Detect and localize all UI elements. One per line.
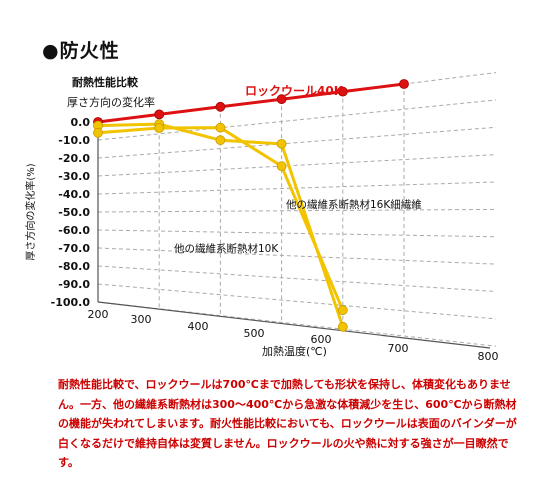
caption-text: 耐熱性能比較で、ロックウールは700℃まで加熱しても形状を保持し、体積変化もあり…	[58, 378, 517, 469]
data-point	[276, 161, 287, 172]
y-tick-label: -10.0	[58, 134, 90, 147]
grid-line-y	[97, 247, 497, 265]
y-tick-label: -40.0	[58, 188, 90, 201]
series-label: 他の繊維系断熱材16K細繊維	[286, 198, 422, 211]
y-tick-label: 0.0	[71, 116, 91, 129]
x-tick-label: 700	[388, 342, 409, 355]
labels: 0.0 -10.0 -20.0 -30.0 -40.0 -50.0 -60.0 -70.0 -8…	[24, 75, 499, 363]
grid-line-y	[97, 283, 497, 320]
data-point	[154, 109, 165, 120]
y-axis-label: 厚さ方向の変化率(%)	[24, 163, 37, 260]
y-tick-label: -90.0	[58, 278, 90, 291]
x-tick-label: 400	[188, 320, 209, 333]
series-line	[97, 82, 405, 124]
grid-line-y	[97, 208, 497, 213]
chart-title: 耐熱性能比較	[72, 75, 139, 89]
data-point	[154, 123, 165, 133]
data-point	[215, 101, 226, 112]
x-tick-label: 500	[244, 327, 265, 340]
data-point	[337, 305, 348, 316]
y-tick-label: -100.0	[51, 296, 91, 309]
data-point	[337, 86, 348, 97]
series-label: ロックウール40K	[245, 84, 344, 98]
grid-line-y	[97, 229, 497, 238]
series-layer	[93, 79, 409, 332]
data-point	[276, 138, 287, 149]
x-axis-label: 加熱温度(℃)	[262, 344, 327, 358]
x-axis-line	[97, 301, 491, 349]
grid-line-y	[97, 265, 497, 292]
axes	[97, 120, 491, 349]
y-tick-label: -80.0	[58, 260, 90, 273]
heat-resistance-chart: 0.0 -10.0 -20.0 -30.0 -40.0 -50.0 -60.0 -70.0 -8…	[24, 72, 499, 363]
x-tick-label: 300	[131, 313, 152, 326]
page-title: ●防火性	[42, 40, 120, 62]
x-tick-label: 200	[88, 308, 109, 321]
x-tick-label: 800	[478, 350, 499, 363]
data-point	[276, 94, 287, 105]
grid-line-y	[97, 154, 497, 177]
series-label: 他の繊維系断熱材10K	[174, 242, 279, 255]
chart-subtitle: 厚さ方向の変化率	[67, 95, 155, 109]
y-tick-label: -50.0	[58, 206, 90, 219]
data-point	[215, 135, 226, 146]
grid-line-y	[97, 99, 497, 141]
data-point	[337, 321, 348, 332]
data-point	[215, 122, 226, 133]
y-tick-label: -30.0	[58, 170, 90, 183]
data-point	[399, 79, 409, 89]
data-point	[93, 127, 103, 138]
grid-line-y	[97, 126, 497, 159]
y-tick-label: -60.0	[58, 224, 90, 237]
grid	[97, 72, 497, 347]
y-tick-label: -20.0	[58, 152, 90, 165]
x-tick-label: 600	[311, 333, 332, 346]
y-tick-label: -70.0	[58, 242, 90, 255]
